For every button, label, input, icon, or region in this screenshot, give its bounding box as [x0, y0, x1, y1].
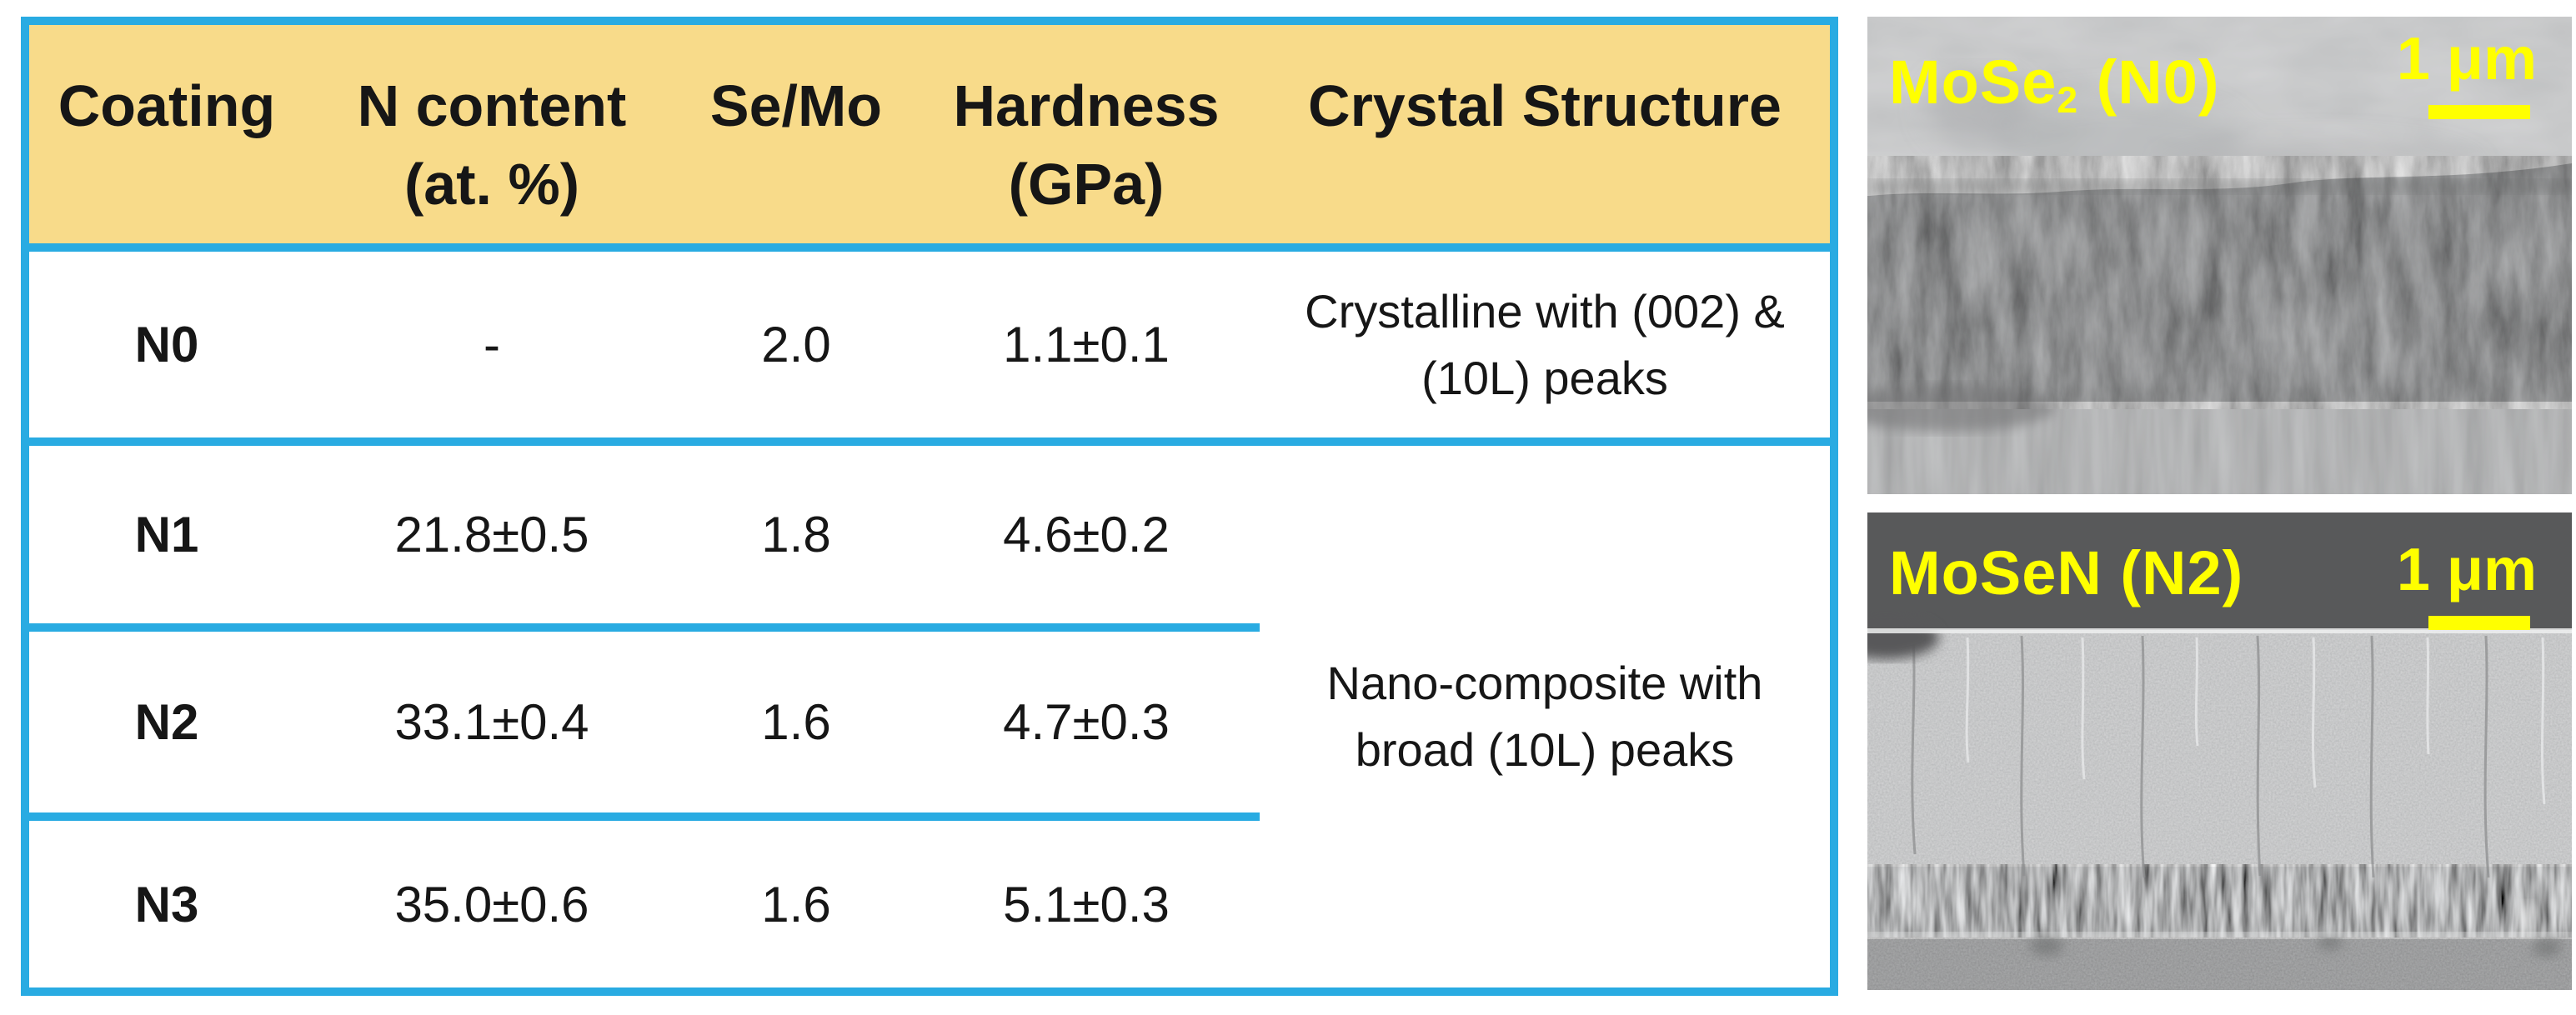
header-coating: Coating — [29, 25, 304, 252]
scale-label-bottom: 1 μm — [2396, 537, 2537, 603]
header-n-content-line1: N content — [357, 73, 627, 138]
cell-n0-coating: N0 — [29, 252, 304, 446]
header-n-content: N content (at. %) — [304, 25, 679, 252]
sem-label-mose2-n0: MoSe2 (N0) — [1889, 48, 2220, 121]
cell-n3-se-mo: 1.6 — [761, 876, 831, 932]
header-n-content-line2: (at. %) — [404, 152, 579, 217]
header-hardness-line1: Hardness — [953, 73, 1220, 138]
scale-label-top: 1 μm — [2396, 26, 2537, 92]
cell-n3-coating: N3 — [134, 876, 199, 932]
header-coating-line1: Coating — [58, 73, 276, 138]
sem-mose2-texture — [1867, 17, 2572, 494]
label-subscript: 2 — [2057, 79, 2079, 121]
cell-n1-n3-crystal-structure: Nano-composite with broad (10L) peaks — [1326, 657, 1763, 776]
scale-bar-bottom — [2428, 616, 2530, 630]
scale-indicator-bottom: 1 μm — [2397, 536, 2537, 630]
header-se-mo-line1: Se/Mo — [709, 73, 883, 138]
cell-n1-n-content: 21.8±0.5 — [304, 446, 679, 632]
sem-image-mose2-n0: MoSe2 (N0) 1 μm — [1867, 17, 2572, 494]
cell-n2-n-content: 33.1±0.4 — [304, 632, 679, 821]
cell-n0-crystal-structure: Crystalline with (002) & (10L) peaks — [1260, 252, 1830, 446]
header-hardness: Hardness (GPa) — [913, 25, 1260, 252]
cell-n1-coating: N1 — [29, 446, 304, 632]
cell-n3-n-content: 35.0±0.6 — [394, 876, 589, 932]
sem-label-mosen-n2: MoSeN (N2) — [1889, 538, 2244, 608]
scale-indicator-top: 1 μm — [2397, 25, 2537, 119]
scale-bar-top — [2428, 105, 2530, 119]
cell-n0-n-content: - — [304, 252, 679, 446]
header-crystal-structure: Crystal Structure — [1260, 25, 1830, 252]
header-crystal-structure-line1: Crystal Structure — [1308, 73, 1782, 138]
cell-n1-se-mo: 1.8 — [679, 446, 913, 632]
header-se-mo: Se/Mo — [679, 25, 913, 252]
cell-n0-se-mo: 2.0 — [679, 252, 913, 446]
sem-image-mosen-n2: MoSeN (N2) 1 μm — [1867, 512, 2572, 990]
sem-mosen-texture — [1867, 512, 2572, 990]
header-hardness-line2: (GPa) — [1008, 152, 1165, 217]
cell-n1-hardness: 4.6±0.2 — [913, 446, 1260, 632]
cell-n3-hardness: 5.1±0.3 — [1003, 876, 1170, 932]
cell-n2-coating: N2 — [29, 632, 304, 821]
cell-n0-hardness: 1.1±0.1 — [913, 252, 1260, 446]
cell-n2-se-mo: 1.6 — [679, 632, 913, 821]
coatings-table: Coating N content (at. %) Se/Mo Hardness (… — [21, 17, 1838, 996]
cell-n2-hardness: 4.7±0.3 — [913, 632, 1260, 821]
